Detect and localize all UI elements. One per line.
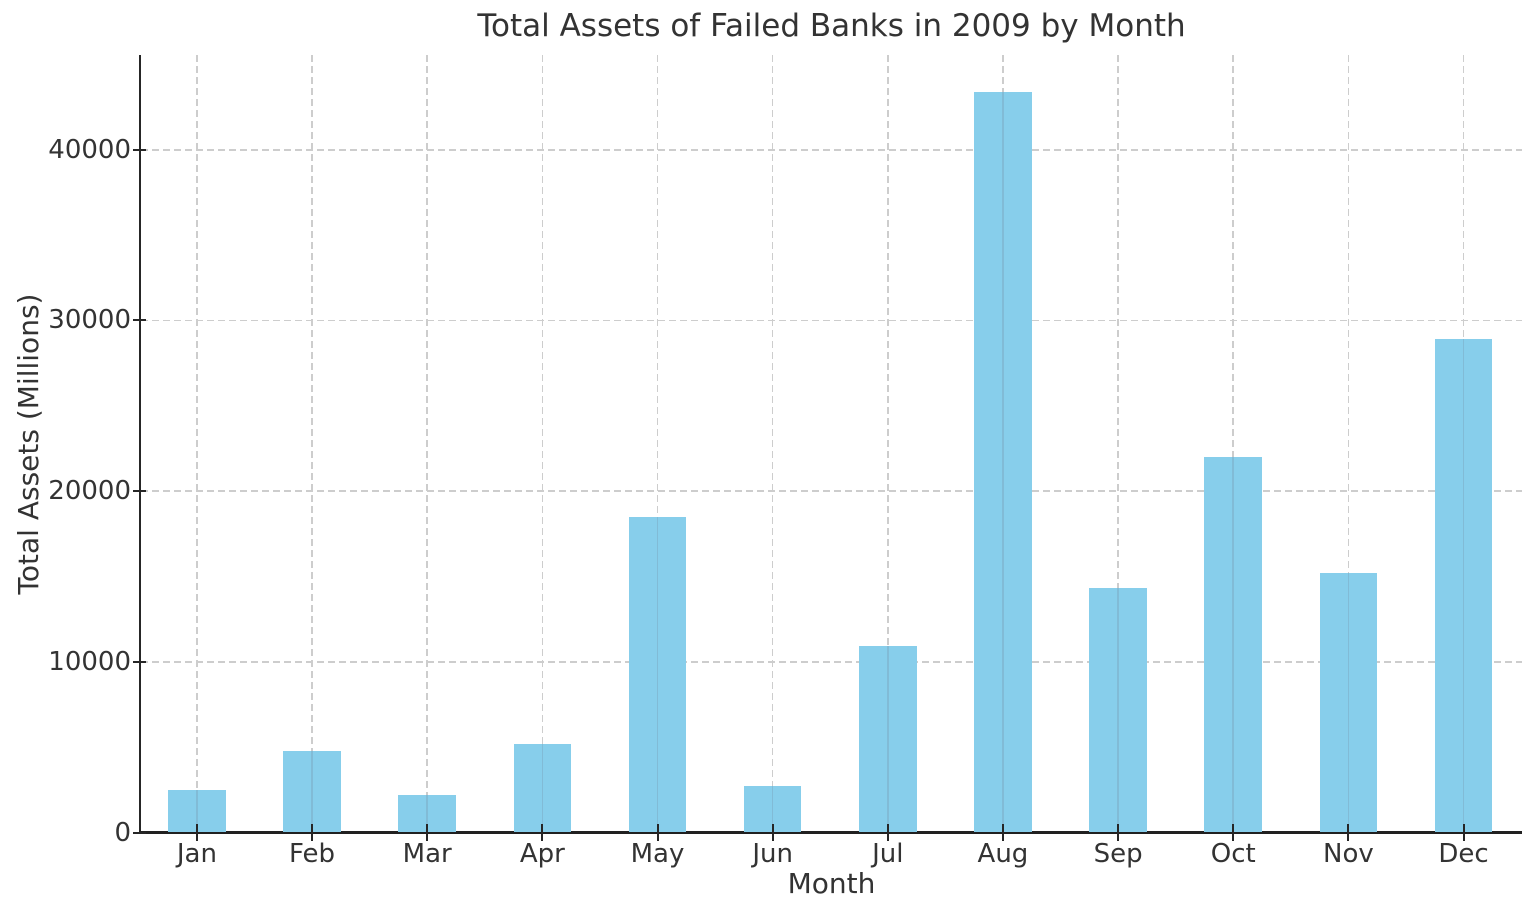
y-axis-label: Total Assets (Millions) xyxy=(12,293,45,595)
bar-apr xyxy=(513,743,572,833)
bar-sep xyxy=(1089,588,1147,833)
x-tick-label-may: May xyxy=(630,839,685,869)
bar-center-gridline-dec xyxy=(1462,339,1465,833)
y-tick-label-40000: 40000 xyxy=(48,134,131,165)
bar-center-gridline-apr xyxy=(541,743,544,833)
x-tick-label-feb: Feb xyxy=(289,839,336,869)
x-tick-label-mar: Mar xyxy=(402,839,452,869)
x-tick-label-oct: Oct xyxy=(1210,839,1256,869)
gridline-h-20000 xyxy=(141,490,1522,492)
x-tick-jun xyxy=(771,824,774,841)
bar-dec xyxy=(1434,339,1493,833)
bar-center-gridline-jun xyxy=(771,785,774,833)
x-tick-jul xyxy=(886,824,889,841)
x-tick-label-aug: Aug xyxy=(977,839,1029,869)
gridline-v-jul xyxy=(886,55,889,833)
bar-oct xyxy=(1204,456,1263,833)
x-tick-jan xyxy=(195,824,198,841)
bar-center-gridline-may xyxy=(656,516,659,833)
x-tick-label-apr: Apr xyxy=(519,839,565,869)
y-axis-spine xyxy=(139,55,141,833)
y-tick-20000 xyxy=(133,490,146,493)
x-tick-feb xyxy=(311,824,314,841)
bar-aug xyxy=(974,91,1032,833)
x-tick-may xyxy=(656,824,659,841)
bar-may xyxy=(628,516,687,833)
y-tick-label-20000: 20000 xyxy=(48,476,131,507)
x-tick-label-jun: Jun xyxy=(752,839,793,869)
gridline-v-oct xyxy=(1232,55,1235,833)
bar-center-gridline-aug xyxy=(1002,91,1004,833)
x-axis-label: Month xyxy=(787,867,876,900)
y-tick-label-10000: 10000 xyxy=(48,646,131,677)
x-tick-label-nov: Nov xyxy=(1323,839,1374,869)
y-tick-10000 xyxy=(133,660,146,663)
x-tick-dec xyxy=(1462,824,1465,841)
bar-center-gridline-sep xyxy=(1117,588,1119,833)
bar-center-gridline-feb xyxy=(311,750,313,833)
bar-nov xyxy=(1319,573,1378,833)
x-tick-aug xyxy=(1001,824,1004,841)
y-tick-0 xyxy=(133,831,146,834)
x-tick-label-sep: Sep xyxy=(1093,839,1143,869)
bar-center-gridline-mar xyxy=(426,794,428,833)
bar-center-gridline-oct xyxy=(1232,456,1235,833)
x-tick-oct xyxy=(1232,824,1235,841)
gridline-v-mar xyxy=(426,55,429,833)
x-tick-mar xyxy=(426,824,429,841)
bar-feb xyxy=(283,750,341,833)
gridline-v-may xyxy=(656,55,659,833)
gridline-v-feb xyxy=(311,55,313,833)
y-tick-40000 xyxy=(133,148,146,151)
x-tick-label-jul: Jul xyxy=(872,839,904,869)
x-tick-label-dec: Dec xyxy=(1438,839,1489,869)
gridline-v-sep xyxy=(1117,55,1119,833)
bar-jul xyxy=(858,646,917,833)
x-tick-apr xyxy=(541,824,544,841)
bar-center-gridline-jul xyxy=(886,646,889,833)
gridline-v-nov xyxy=(1347,55,1350,833)
y-tick-label-30000: 30000 xyxy=(48,305,131,336)
gridline-v-jan xyxy=(196,55,198,833)
x-axis-spine xyxy=(139,831,1522,834)
gridline-h-40000 xyxy=(141,148,1522,151)
x-tick-nov xyxy=(1347,824,1350,841)
x-tick-label-jan: Jan xyxy=(176,839,217,869)
gridline-v-apr xyxy=(541,55,544,833)
chart-title: Total Assets of Failed Banks in 2009 by … xyxy=(477,8,1186,44)
gridline-v-jun xyxy=(771,55,774,833)
gridline-h-10000 xyxy=(141,660,1522,663)
y-tick-label-0: 0 xyxy=(114,817,131,848)
y-tick-30000 xyxy=(133,319,146,322)
bar-center-gridline-jan xyxy=(196,789,198,833)
gridline-h-30000 xyxy=(141,319,1522,322)
bar-center-gridline-nov xyxy=(1347,573,1350,833)
x-tick-sep xyxy=(1117,824,1120,841)
plot-area xyxy=(141,55,1522,832)
